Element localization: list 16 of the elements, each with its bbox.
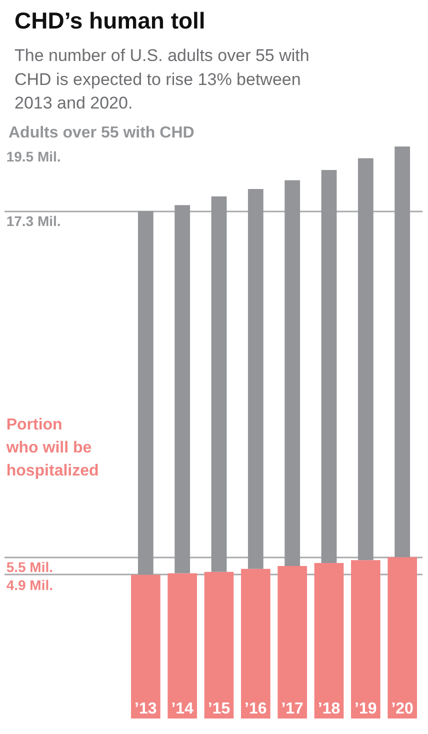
y-tick-label: 19.5 Mil. — [6, 148, 61, 164]
x-tick-label: ’19 — [354, 700, 377, 718]
chart-subtitle: The number of U.S. adults over 55 with CHD is expected to rise 13% between 2013 and 2020. — [14, 46, 310, 112]
chart-title: CHD’s human toll — [14, 8, 206, 34]
y-tick-label: 5.5 Mil. — [6, 559, 54, 576]
text: Adults over 55 with CHD — [8, 124, 194, 142]
x-tick-label: ’15 — [208, 700, 230, 718]
x-tick-label: ’16 — [244, 700, 267, 718]
x-tick-label: ’13 — [134, 700, 157, 718]
x-tick-label: ’14 — [171, 700, 194, 718]
text: Portion who will be hospitalized — [5, 416, 99, 480]
x-tick-label: ’20 — [391, 700, 414, 718]
x-tick-label: ’18 — [318, 700, 340, 718]
y-tick-label: 17.3 Mil. — [6, 213, 61, 230]
x-tick-label: ’17 — [281, 700, 304, 718]
y-tick-label: 4.9 Mil. — [6, 576, 54, 593]
